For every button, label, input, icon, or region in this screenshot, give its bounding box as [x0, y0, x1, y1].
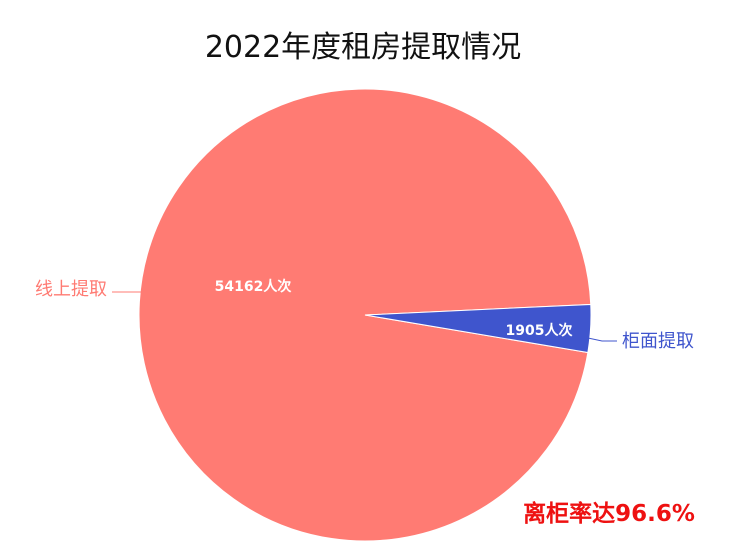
pie-slice	[138, 88, 592, 542]
chart-title: 2022年度租房提取情况	[205, 30, 521, 65]
slice-name-label: 柜面提取	[622, 331, 694, 352]
slice-value-label: 1905人次	[506, 322, 573, 339]
slice-name-label: 线上提取	[35, 279, 107, 300]
pie-slice	[364, 303, 592, 354]
leader-line	[587, 337, 617, 342]
slice-value-label: 54162人次	[215, 278, 292, 295]
offline-rate-annotation: 离柜率达96.6%	[523, 500, 695, 527]
